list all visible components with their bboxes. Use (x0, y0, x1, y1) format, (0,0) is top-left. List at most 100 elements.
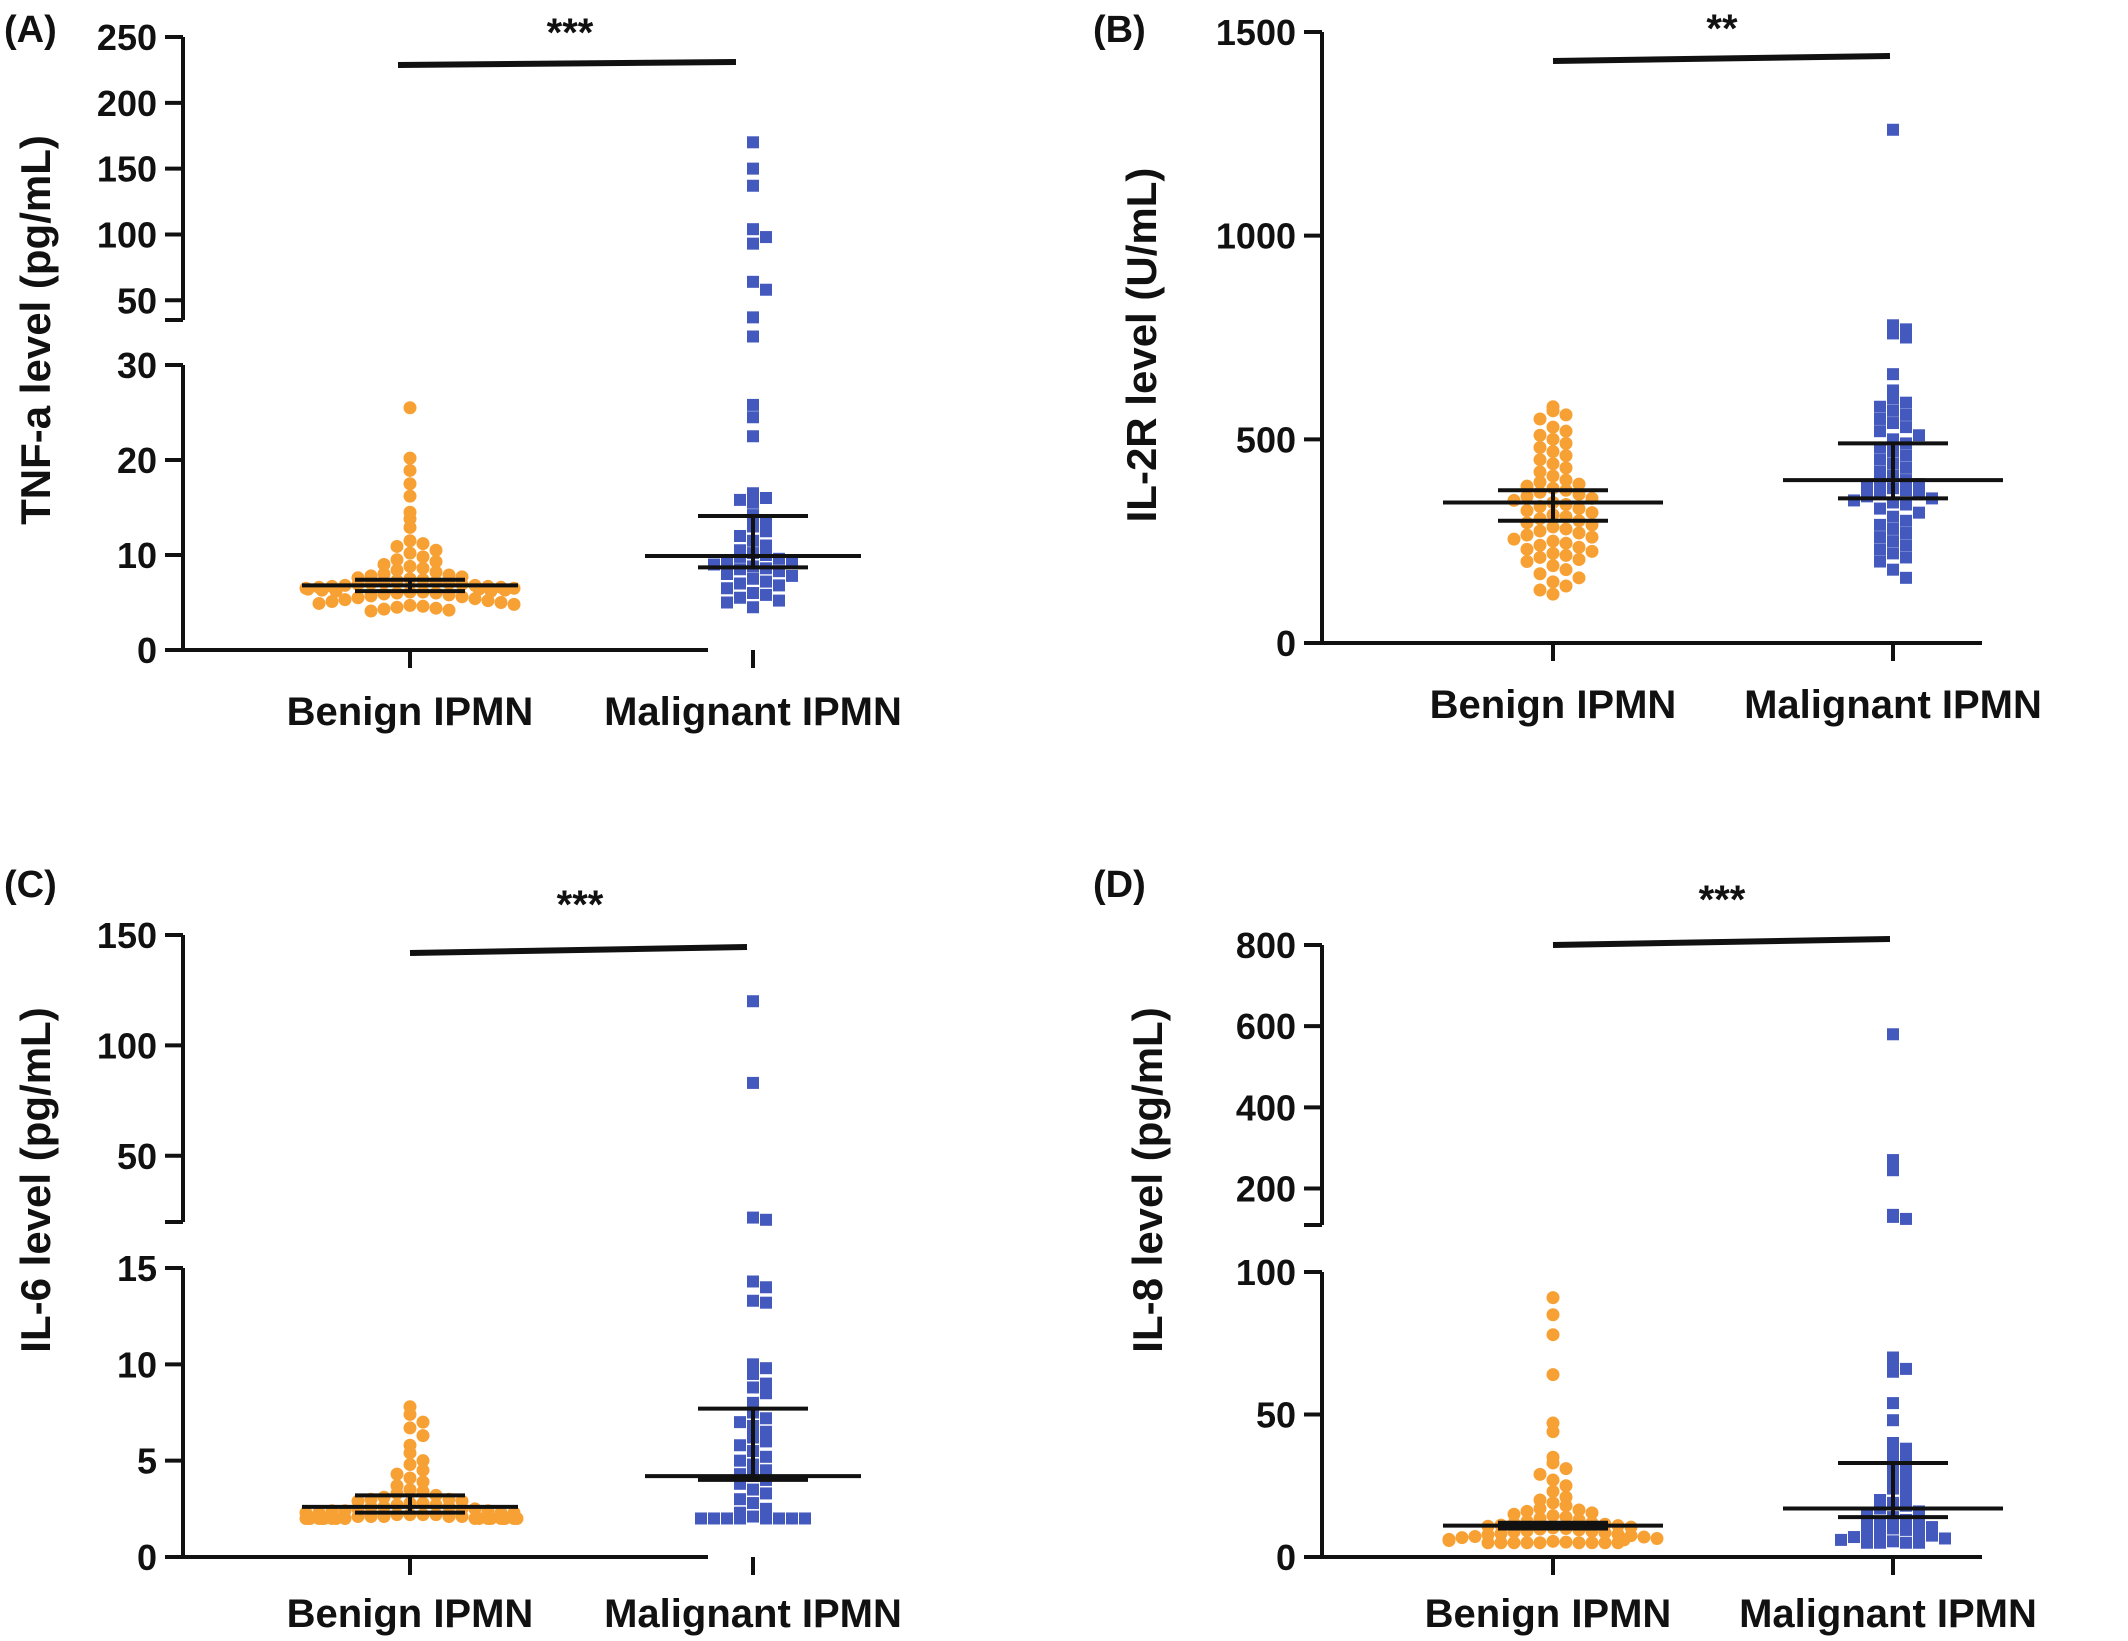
data-point-benign (403, 534, 417, 548)
data-point-benign (403, 489, 417, 503)
data-point-malignant (747, 398, 759, 411)
y-tick-label: 100 (97, 214, 157, 255)
data-point-benign (1442, 1533, 1456, 1547)
data-point-malignant (1887, 535, 1899, 548)
data-point-malignant (1887, 368, 1899, 381)
data-point-benign (1455, 1531, 1469, 1545)
data-point-benign (403, 546, 417, 560)
data-point-benign (1611, 1536, 1625, 1550)
data-point-malignant (760, 1362, 772, 1375)
significance-stars: *** (547, 11, 594, 55)
category-label-malignant: Malignant IPMN (604, 690, 902, 734)
data-point-benign (1559, 1499, 1573, 1513)
data-point-benign (1546, 1425, 1560, 1439)
data-point-malignant (1887, 1437, 1899, 1449)
data-point-malignant (1900, 421, 1912, 434)
y-tick-label: 10 (117, 535, 157, 576)
data-point-malignant (1874, 531, 1886, 544)
data-point-malignant (747, 1483, 759, 1496)
data-point-malignant (760, 1464, 772, 1477)
data-point-malignant (1900, 484, 1912, 497)
data-point-malignant (1887, 1535, 1899, 1548)
data-point-malignant (1887, 1448, 1899, 1461)
data-point-malignant (1900, 1488, 1912, 1501)
data-point-malignant (1887, 1210, 1899, 1223)
data-point-benign (416, 1463, 430, 1477)
data-point-malignant (747, 162, 759, 175)
y-axis-label: IL-2R level (U/mL) (1118, 168, 1165, 523)
data-point-malignant (1887, 417, 1899, 430)
data-point-malignant (1874, 425, 1886, 438)
data-point-malignant (1887, 510, 1899, 523)
data-point-benign (468, 592, 482, 606)
data-point-malignant (734, 1512, 746, 1525)
y-tick-label: 10 (117, 1344, 157, 1385)
data-point-malignant (721, 582, 733, 595)
panel-label: (A) (4, 9, 57, 51)
data-point-benign (1546, 1534, 1560, 1548)
category-label-malignant: Malignant IPMN (1739, 1592, 2037, 1636)
data-point-malignant (1848, 494, 1860, 507)
data-point-benign (416, 599, 430, 613)
data-point-benign (416, 550, 430, 564)
category-label-malignant: Malignant IPMN (604, 1592, 902, 1636)
data-point-benign (1559, 522, 1573, 536)
data-point-benign (1546, 404, 1560, 418)
data-point-malignant (747, 1510, 759, 1523)
data-point-malignant (1874, 400, 1886, 413)
data-point-malignant (747, 1275, 759, 1288)
data-point-malignant (760, 539, 772, 552)
data-point-benign (1585, 530, 1599, 544)
data-point-malignant (760, 575, 772, 588)
data-point-benign (1546, 1509, 1560, 1523)
data-point-malignant (1887, 404, 1899, 417)
data-point-benign (1533, 1502, 1547, 1516)
data-point-benign (1546, 1291, 1560, 1305)
data-point-benign (1559, 563, 1573, 577)
y-tick-label: 0 (1276, 623, 1296, 664)
data-point-malignant (760, 492, 772, 504)
data-point-benign (429, 565, 443, 579)
data-point-malignant (1900, 331, 1912, 344)
data-point-malignant (760, 1450, 772, 1463)
data-point-benign (1637, 1530, 1651, 1544)
data-point-malignant (747, 223, 759, 236)
data-point-benign (403, 1458, 417, 1472)
data-point-benign (390, 600, 404, 614)
y-tick-label: 800 (1236, 925, 1296, 966)
data-point-malignant (734, 493, 746, 506)
data-point-benign (364, 604, 378, 618)
data-point-benign (1520, 1536, 1534, 1550)
data-point-benign (481, 594, 495, 608)
data-point-malignant (1900, 527, 1912, 540)
data-point-benign (416, 1415, 430, 1429)
data-point-benign (1572, 552, 1586, 566)
data-point-benign (1520, 555, 1534, 569)
data-point-benign (403, 559, 417, 573)
data-point-benign (1533, 428, 1547, 442)
data-point-malignant (1874, 518, 1886, 531)
data-point-malignant (734, 591, 746, 604)
data-point-benign (1507, 532, 1521, 546)
category-label-benign: Benign IPMN (287, 690, 534, 734)
data-point-malignant (773, 594, 785, 607)
y-tick-label: 500 (1236, 419, 1296, 460)
data-point-benign (1546, 1484, 1560, 1498)
data-point-benign (1507, 1536, 1521, 1550)
significance-bar (397, 59, 737, 68)
data-point-benign (1559, 498, 1573, 512)
data-point-benign (1585, 544, 1599, 558)
data-point-malignant (1900, 461, 1912, 474)
data-point-malignant (1887, 1397, 1899, 1410)
data-point-benign (317, 1511, 331, 1525)
data-point-malignant (734, 1454, 746, 1467)
data-point-malignant (1887, 123, 1899, 136)
data-point-malignant (747, 1294, 759, 1307)
data-point-benign (1559, 1535, 1573, 1549)
data-point-malignant (747, 311, 759, 324)
panel-a: (A) TNF-a level (pg/mL) *** Benign IPMN … (4, 9, 902, 734)
data-point-benign (429, 601, 443, 615)
data-point-malignant (799, 1512, 811, 1525)
data-point-malignant (1861, 490, 1873, 503)
data-point-benign (403, 463, 417, 477)
